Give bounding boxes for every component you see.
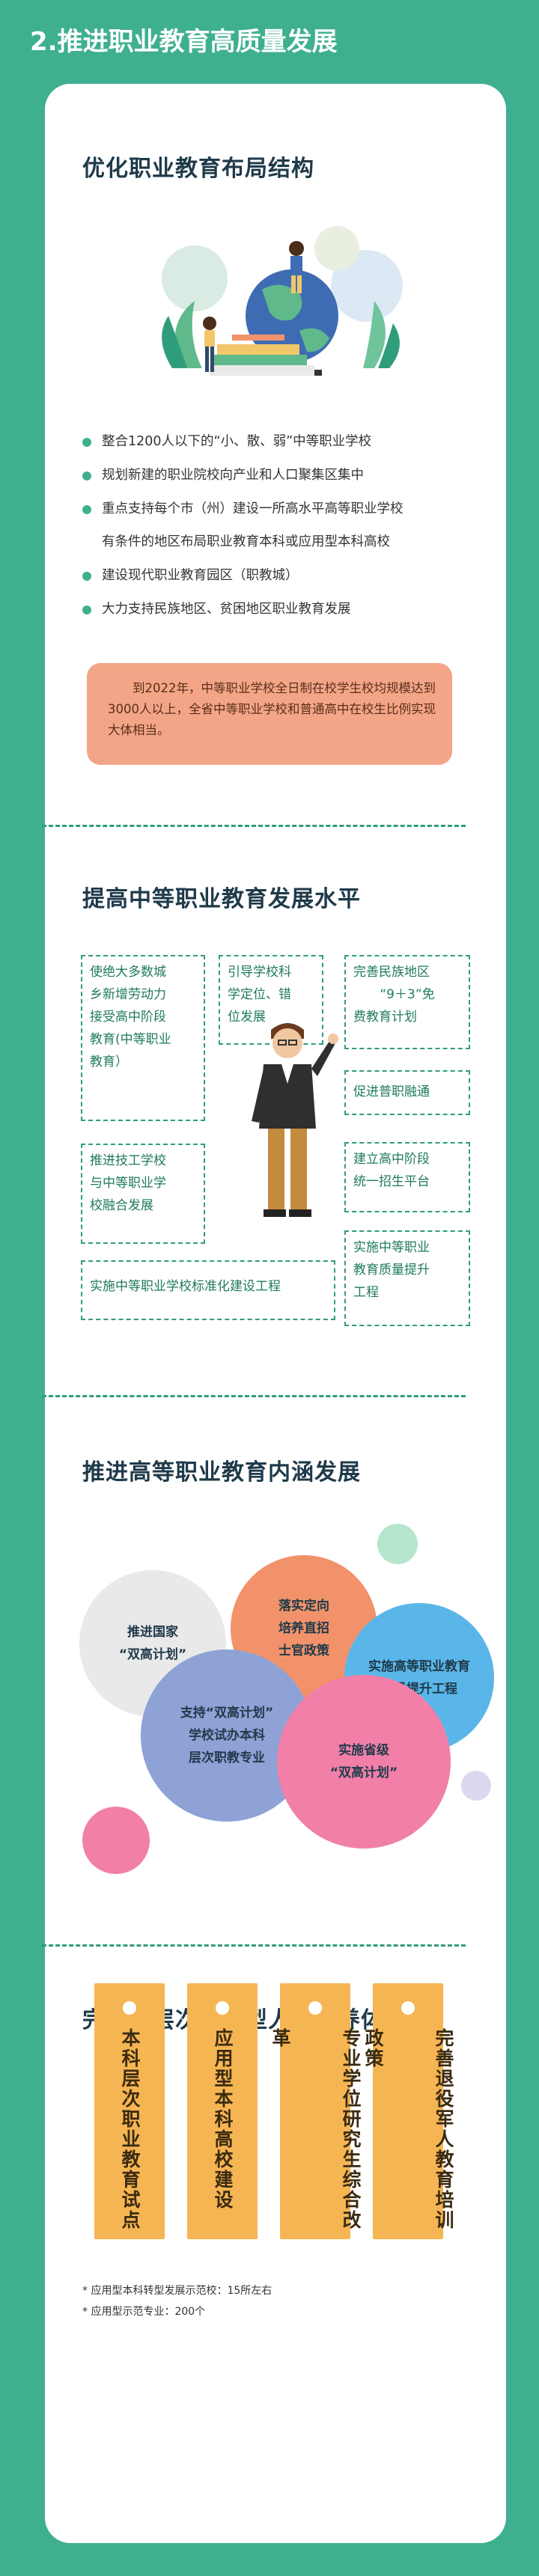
decor-circle-lavender [461,1771,491,1801]
list-item: 整合1200人以下的“小、散、弱”中等职业学校 [82,430,487,453]
section1-title: 优化职业教育布局结构 [82,156,314,182]
measure-box-enrollment-platform: 建立高中阶段 统一招生平台 [344,1142,470,1212]
measure-box-9plus3: 完善民族地区 “9＋3”免 费教育计划 [344,955,470,1049]
list-item: 重点支持每个市（州）建设一所高水平高等职业学校 有条件的地区布局职业教育本科或应用… [82,498,487,553]
section-divider [42,1944,466,1947]
section2-title: 提高中等职业教育发展水平 [82,886,361,912]
layout-bullet-list: 整合1200人以下的“小、散、弱”中等职业学校 规划新建的职业院校向产业和人口聚… [82,430,487,632]
page-heading: 2.推进职业教育高质量发展 [30,27,338,57]
bookmark-card: 应用型本科高校建设 [187,1983,258,2239]
bookmark-hole-icon [401,2001,415,2015]
decor-circle-pink [82,1807,150,1874]
bullet-dot-icon [82,605,91,614]
measure-box-quality: 实施中等职业 教育质量提升 工程 [344,1230,470,1326]
bullet-dot-icon [82,438,91,447]
bookmark-card: 本科层次职业教育试点 [94,1983,165,2239]
teacher-illustration [252,1023,338,1217]
goal-note-box: 到2022年，中等职业学校全日制在校学生校均规模达到3000人以上，全省中等职业… [87,663,452,765]
list-item: 规划新建的职业院校向产业和人口聚集区集中 [82,464,487,486]
measure-box-positioning: 引导学校科 学定位、错 位发展 [219,955,323,1045]
footnote-demo-majors: * 应用型示范专业：200个 [82,2306,206,2318]
footnote-demo-schools: * 应用型本科转型发展示范校：15所左右 [82,2285,272,2297]
section-divider [42,825,466,827]
measure-box-standardization: 实施中等职业学校标准化建设工程 [81,1260,335,1320]
section3-title: 推进高等职业教育内涵发展 [82,1459,361,1486]
content-card: 优化职业教育布局结构 整合1200人以下的“小、散、弱”中等职业学校 规划新建的… [42,84,506,2543]
globe-books-illustration [162,226,403,376]
list-item: 大力支持民族地区、贫困地区职业教育发展 [82,598,487,620]
bookmark-card: 完善退役军人教育培训政策 [362,1983,454,2239]
bullet-dot-icon [82,471,91,480]
section-divider [42,1395,466,1397]
list-item: 建设现代职业教育园区（职教城） [82,564,487,587]
bubble-provincial-double-high: 实施省级 “双高计划” [277,1675,451,1849]
bookmark-hole-icon [308,2001,322,2015]
measure-box-labor-force: 使绝大多数城 乡新增劳动力 接受高中阶段 教育(中等职业 教育） [81,955,205,1121]
bullet-dot-icon [82,505,91,514]
bookmark-hole-icon [123,2001,136,2015]
measure-box-technical-school: 推进技工学校 与中等职业学 校融合发展 [81,1144,205,1244]
measure-box-integration: 促进普职融通 [344,1070,470,1115]
bullet-dot-icon [82,572,91,581]
bookmark-hole-icon [216,2001,229,2015]
decor-circle-green [377,1524,418,1564]
